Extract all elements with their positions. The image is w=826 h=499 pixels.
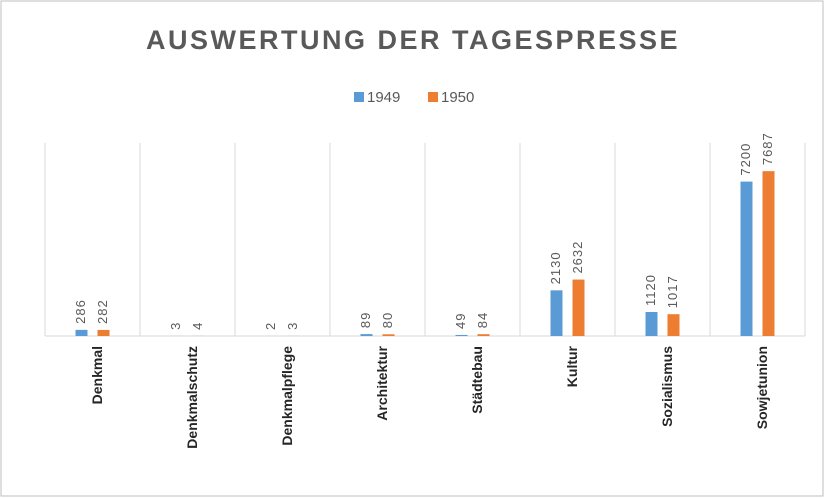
value-label: 7200 <box>738 143 753 176</box>
value-label: 84 <box>475 312 490 328</box>
bar <box>645 311 658 336</box>
legend-label: 1950 <box>441 89 474 106</box>
value-label: 1017 <box>665 275 680 308</box>
value-label: 2 <box>263 322 278 330</box>
value-label: 49 <box>453 312 468 328</box>
x-tick-label: Städtebau <box>469 346 485 414</box>
bar <box>97 329 110 336</box>
bar <box>360 334 373 336</box>
bar <box>572 279 585 336</box>
value-label: 282 <box>95 299 110 324</box>
legend-label: 1949 <box>367 89 400 106</box>
bar <box>477 334 490 336</box>
legend-swatch <box>354 92 364 102</box>
x-tick-label: Architektur <box>374 345 390 420</box>
value-label: 7687 <box>760 132 775 165</box>
chart-title: AUSWERTUNG DER TAGESPRESSE <box>146 25 680 55</box>
value-label: 286 <box>73 299 88 324</box>
bar <box>762 171 775 336</box>
x-tick-label: Denkmalpflege <box>279 346 295 446</box>
bar <box>550 290 563 336</box>
bar <box>667 314 680 336</box>
value-label: 2632 <box>570 241 585 274</box>
x-tick-label: Denkmal <box>89 346 105 404</box>
value-label: 4 <box>190 322 205 330</box>
bar <box>382 334 395 336</box>
value-label: 3 <box>168 322 183 330</box>
x-tick-label: Sozialismus <box>659 346 675 427</box>
legend-swatch <box>428 92 438 102</box>
value-label: 80 <box>380 312 395 328</box>
value-label: 2130 <box>548 251 563 284</box>
x-tick-label: Denkmalschutz <box>184 346 200 449</box>
value-label: 3 <box>285 322 300 330</box>
value-label: 1120 <box>643 274 658 306</box>
x-tick-label: Kultur <box>564 345 580 387</box>
bar <box>740 181 753 336</box>
value-label: 89 <box>358 312 373 328</box>
bar <box>75 329 88 336</box>
bar <box>455 334 468 336</box>
x-tick-label: Sowjetunion <box>754 346 770 429</box>
